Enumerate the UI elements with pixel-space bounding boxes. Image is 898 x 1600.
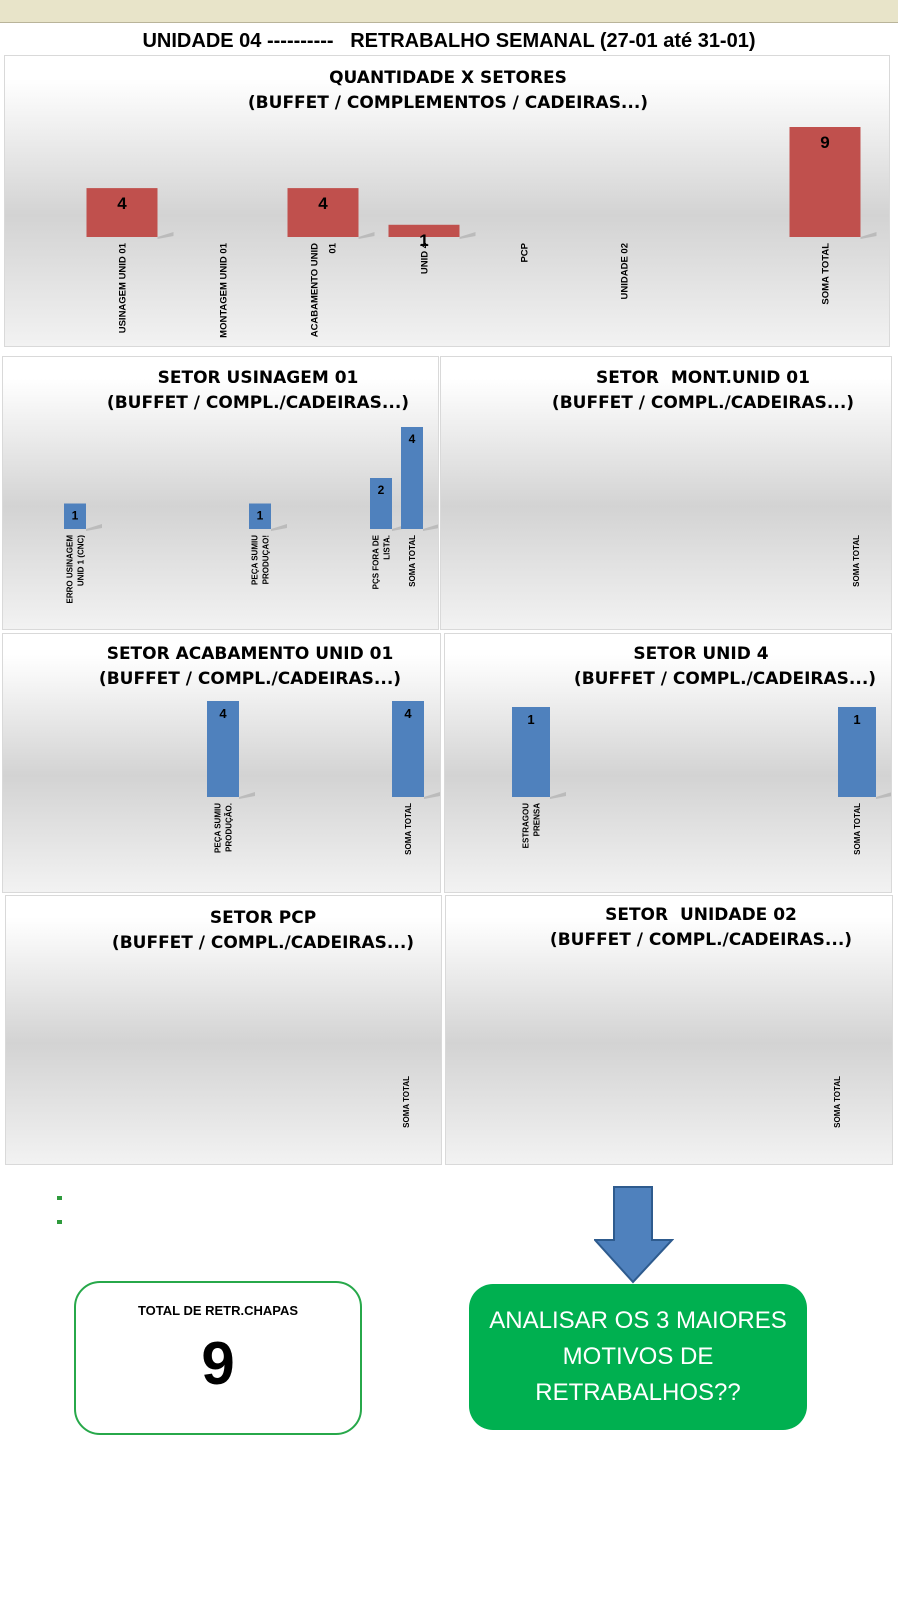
tick-label: SOMA TOTAL: [852, 535, 861, 587]
total-retrabalho-card: TOTAL DE RETR.CHAPAS 9: [74, 1281, 362, 1435]
top-strip: [0, 0, 898, 23]
page-title: UNIDADE 04 ---------- RETRABALHO SEMANAL…: [142, 30, 756, 52]
data-label: 1: [257, 509, 264, 523]
bar-shadow: [358, 232, 375, 239]
chart-plot-area: SOMA TOTAL: [833, 1076, 842, 1128]
data-label: 1: [853, 712, 860, 727]
bar: [388, 224, 460, 237]
bar-shadow: [459, 232, 476, 239]
data-label: 4: [219, 706, 227, 721]
chart-subtitle: (BUFFET / COMPL./CADEIRAS...): [551, 393, 855, 413]
green-mark: [57, 1220, 62, 1224]
tick-label: PCP: [519, 242, 530, 262]
chart-plot-area: 4 USINAGEM UNID 01 MONTAGEM UNID 01 4 ACABAM…: [86, 127, 877, 338]
bar-shadow: [424, 792, 440, 799]
action-text: ANALISAR OS 3 MAIORES MOTIVOS DE RETRABA…: [489, 1307, 787, 1406]
chart-plot-area: 1 ESTRAGOU PRENSA 1 SOMA TOTAL: [512, 707, 891, 855]
green-mark: [57, 1196, 62, 1200]
chart-subtitle: (BUFFET / COMPL./CADEIRAS...): [98, 669, 402, 689]
tick-label: SOMA TOTAL: [408, 535, 417, 587]
chart-title: SETOR UNID 4: [633, 644, 769, 664]
total-value: 9: [201, 1330, 235, 1397]
bar: [249, 503, 271, 529]
bar: [207, 701, 239, 797]
tick-label: SOMA TOTAL: [404, 803, 413, 855]
chart-title: SETOR PCP: [209, 908, 317, 928]
tick-label: ACABAMENTO UNID 01: [309, 242, 338, 337]
chart-subtitle: (BUFFET / COMPL./CADEIRAS...): [111, 933, 415, 953]
bar: [86, 188, 158, 237]
bar-shadow: [239, 792, 255, 799]
tick-label: UNID 4: [419, 242, 430, 274]
chart-title: SETOR USINAGEM 01: [157, 368, 359, 388]
bar: [64, 503, 86, 529]
tick-label: MONTAGEM UNID 01: [218, 242, 229, 338]
data-label: 4: [404, 706, 412, 721]
bar: [401, 427, 423, 529]
tick-label: USINAGEM UNID 01: [117, 242, 128, 333]
bar-shadow: [271, 524, 287, 531]
data-label: 1: [72, 509, 79, 523]
chart-plot-area: SOMA TOTAL: [402, 1076, 411, 1128]
chart-setor-acabamento: SETOR ACABAMENTO UNID 01 (BUFFET / COMPL…: [2, 633, 441, 893]
chart-title: SETOR MONT.UNID 01: [596, 368, 810, 388]
bar: [287, 188, 359, 237]
total-label: TOTAL DE RETR.CHAPAS: [137, 1303, 299, 1318]
data-label: 4: [409, 432, 416, 446]
data-label: 4: [318, 194, 328, 213]
data-label: 2: [378, 483, 385, 497]
chart-subtitle: (BUFFET / COMPL./CADEIRAS...): [106, 393, 410, 413]
tick-label: ESTRAGOU PRENSA: [521, 803, 541, 849]
bar: [370, 478, 392, 529]
data-label: 9: [820, 133, 829, 152]
data-label: 1: [419, 231, 428, 250]
chart-setor-unid4: SETOR UNID 4 (BUFFET / COMPL./CADEIRAS..…: [444, 633, 892, 893]
bar-shadow: [860, 232, 877, 239]
tick-label: SOMA TOTAL: [820, 243, 831, 305]
arrow-down-icon: [594, 1186, 674, 1284]
chart-title: QUANTIDADE X SETORES: [329, 68, 567, 88]
bar: [789, 127, 861, 237]
bar-shadow: [550, 792, 566, 799]
chart-title: SETOR ACABAMENTO UNID 01: [106, 644, 394, 664]
bar: [392, 701, 424, 797]
tick-label: SOMA TOTAL: [853, 803, 862, 855]
chart-setor-pcp: SETOR PCP (BUFFET / COMPL./CADEIRAS...) …: [5, 895, 442, 1165]
chart-quantidade-setores: QUANTIDADE X SETORES (BUFFET / COMPLEMEN…: [4, 55, 890, 347]
bar: [512, 707, 550, 797]
tick-label: PEÇA SUMIU PRODUÇÃO.: [213, 803, 233, 853]
chart-setor-usinagem: SETOR USINAGEM 01 (BUFFET / COMPL./CADEI…: [2, 356, 439, 630]
tick-label: PÇS FORA DE LISTA.: [371, 534, 391, 589]
chart-setor-montagem: SETOR MONT.UNID 01 (BUFFET / COMPL./CADE…: [440, 356, 892, 630]
chart-title: SETOR UNIDADE 02: [605, 905, 797, 925]
chart-plot-area: 1 ERRO USINAGEM UNID 1 (CNC) 1 PEÇA SUMIU PRO…: [64, 427, 438, 604]
bar-shadow: [423, 524, 438, 531]
tick-label: SOMA TOTAL: [402, 1076, 411, 1128]
data-label: 4: [117, 194, 127, 213]
tick-label: ERRO USINAGEM UNID 1 (CNC): [65, 535, 85, 604]
data-label: 1: [527, 712, 534, 727]
bar-shadow: [157, 232, 174, 239]
action-analisar-button[interactable]: ANALISAR OS 3 MAIORES MOTIVOS DE RETRABA…: [469, 1284, 807, 1430]
chart-plot-area: SOMA TOTAL: [852, 535, 861, 587]
chart-subtitle: (BUFFET / COMPL./CADEIRAS...): [573, 669, 877, 689]
chart-subtitle: (BUFFET / COMPLEMENTOS / CADEIRAS...): [247, 93, 649, 113]
tick-label: SOMA TOTAL: [833, 1076, 842, 1128]
chart-setor-unidade02: SETOR UNIDADE 02 (BUFFET / COMPL./CADEIR…: [445, 895, 893, 1165]
tick-label: PEÇA SUMIU PRODUÇAO!: [250, 535, 270, 585]
chart-subtitle: (BUFFET / COMPL./CADEIRAS...): [549, 930, 853, 950]
bar-shadow: [86, 524, 102, 531]
bar-shadow: [876, 792, 891, 799]
bar: [838, 707, 876, 797]
chart-plot-area: 4 PEÇA SUMIU PRODUÇÃO. 4 SOMA TOTAL: [207, 701, 440, 855]
tick-label: UNIDADE 02: [619, 243, 630, 300]
